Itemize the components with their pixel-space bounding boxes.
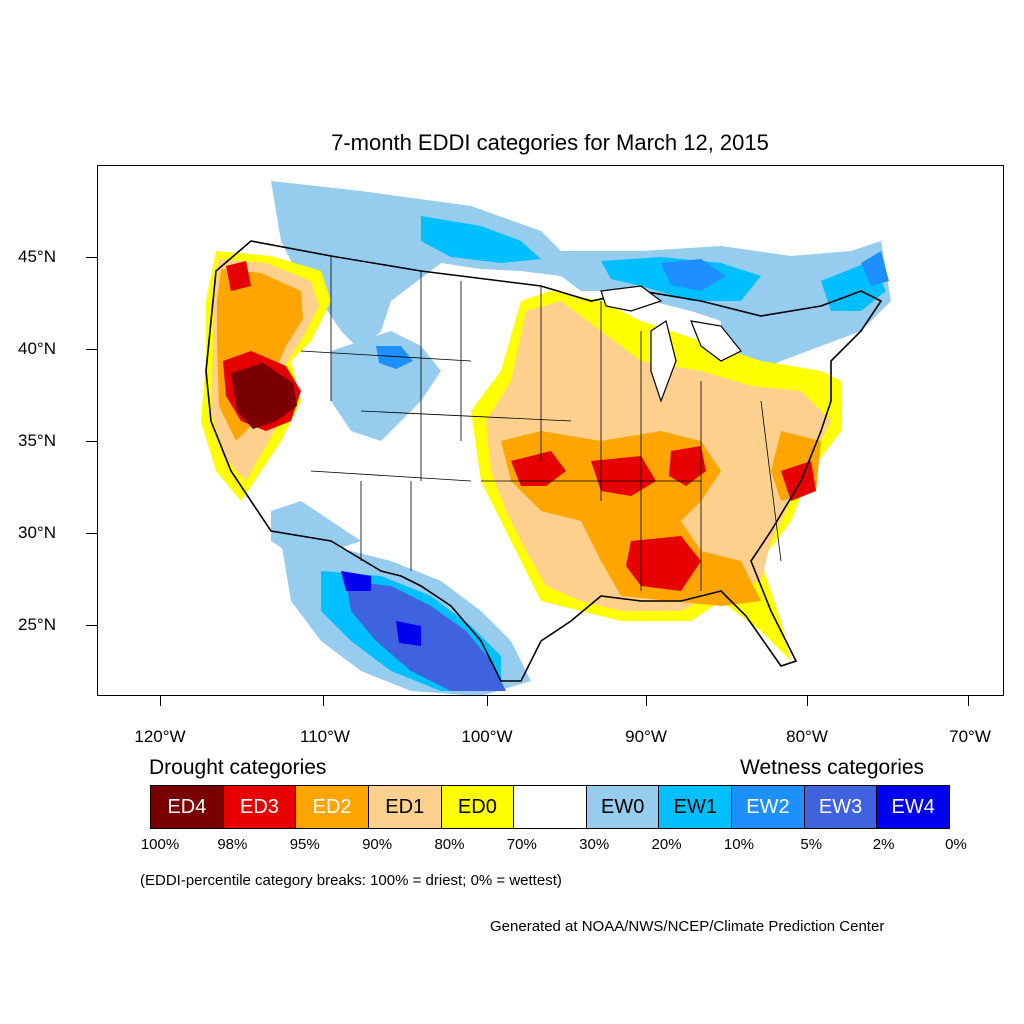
dry-region-central-ed2 bbox=[501, 431, 821, 606]
percent-break-label: 90% bbox=[362, 836, 393, 853]
y-axis-label: 40°N bbox=[18, 339, 56, 358]
y-tick bbox=[86, 257, 97, 258]
category-note: (EDDI-percentile category breaks: 100% =… bbox=[140, 872, 562, 889]
x-tick bbox=[646, 696, 647, 706]
dry-region-west-ed4 bbox=[231, 363, 297, 429]
x-axis-label: 80°W bbox=[786, 727, 828, 746]
percent-break-label: 70% bbox=[506, 836, 537, 853]
map-title: 7-month EDDI categories for March 12, 20… bbox=[331, 130, 769, 155]
percent-break-label: 95% bbox=[289, 836, 320, 853]
y-tick bbox=[86, 441, 97, 442]
y-axis-label: 30°N bbox=[18, 523, 56, 542]
map-panel bbox=[97, 165, 1004, 696]
y-axis-label: 25°N bbox=[18, 615, 56, 634]
percent-break-label: 98% bbox=[217, 836, 248, 853]
y-tick bbox=[86, 533, 97, 534]
percent-break-label: 2% bbox=[872, 836, 895, 853]
credit-line: Generated at NOAA/NWS/NCEP/Climate Predi… bbox=[490, 918, 885, 935]
eddi-map bbox=[201, 181, 891, 695]
legend-category-ew3: EW3 bbox=[804, 786, 878, 828]
legend-category-ew2: EW2 bbox=[732, 786, 805, 828]
legend-category-ed0: ED0 bbox=[441, 786, 515, 828]
dry-region-central-ed3 bbox=[511, 446, 816, 591]
x-axis-label: 90°W bbox=[625, 727, 667, 746]
y-tick bbox=[86, 625, 97, 626]
x-tick bbox=[807, 696, 808, 706]
x-axis-label: 70°W bbox=[949, 727, 991, 746]
wetness-legend-heading: Wetness categories bbox=[740, 756, 925, 779]
legend-category-neutral bbox=[514, 786, 587, 828]
legend-category-ew0: EW0 bbox=[586, 786, 660, 828]
drought-legend-heading: Drought categories bbox=[149, 756, 327, 779]
wet-region-north-ew2 bbox=[661, 251, 889, 291]
x-axis-label: 100°W bbox=[461, 727, 513, 746]
x-axis-label: 120°W bbox=[134, 727, 186, 746]
y-tick bbox=[86, 349, 97, 350]
percent-break-label: 20% bbox=[651, 836, 682, 853]
us-outline bbox=[205, 240, 883, 682]
state-boundaries bbox=[300, 256, 782, 591]
percent-break-label: 5% bbox=[800, 836, 823, 853]
legend-category-ew1: EW1 bbox=[659, 786, 733, 828]
legend-category-ed3: ED3 bbox=[223, 786, 297, 828]
wet-region-west-ew2 bbox=[376, 346, 413, 369]
category-legend: ED4 ED3 ED2 ED1 ED0 EW0 EW1 EW2 EW3 EW4 bbox=[150, 785, 950, 829]
y-axis-label: 35°N bbox=[18, 431, 56, 450]
wet-region-west bbox=[271, 331, 441, 561]
wet-region-southwest-ew4 bbox=[341, 571, 421, 646]
x-tick bbox=[323, 696, 324, 706]
x-tick bbox=[487, 696, 488, 706]
percent-break-label: 10% bbox=[723, 836, 754, 853]
legend-category-ed4: ED4 bbox=[151, 786, 224, 828]
y-axis-label: 45°N bbox=[18, 247, 56, 266]
legend-category-ed1: ED1 bbox=[368, 786, 442, 828]
x-tick bbox=[968, 696, 969, 706]
percent-break-label: 80% bbox=[434, 836, 465, 853]
wet-region-north-ew1 bbox=[421, 216, 886, 311]
x-tick bbox=[160, 696, 161, 706]
great-lakes bbox=[600, 285, 742, 403]
legend-category-ed2: ED2 bbox=[296, 786, 369, 828]
legend-category-ew4: EW4 bbox=[877, 786, 950, 828]
x-axis-label: 110°W bbox=[300, 727, 350, 746]
percent-break-label: 30% bbox=[579, 836, 610, 853]
wet-region-southwest-ew3 bbox=[346, 581, 506, 691]
percent-break-label: 100% bbox=[140, 836, 180, 853]
percent-break-label: 0% bbox=[945, 836, 967, 853]
